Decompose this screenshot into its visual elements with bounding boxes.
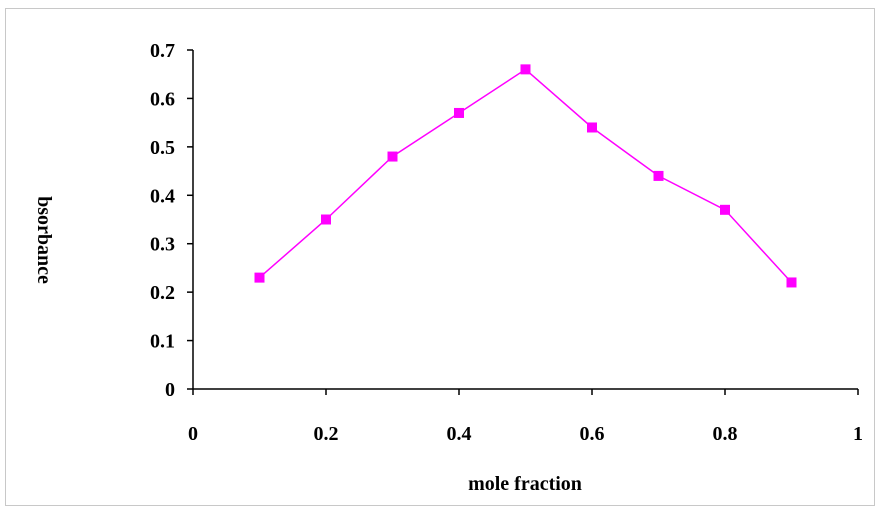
x-axis-title: mole fraction [468,473,582,495]
data-point [587,122,597,133]
data-point [786,277,797,288]
data-point [387,151,398,162]
y-tick-label: 0.7 [150,40,175,62]
x-tick-label: 0.4 [447,423,472,445]
y-tick-label: 0 [165,379,175,401]
data-point [520,64,531,75]
data-point [454,107,464,118]
x-tick-label: 0.8 [713,423,738,445]
y-tick-label: 0.4 [150,185,175,207]
y-tick-label: 0.5 [150,137,175,159]
y-tick-label: 0.6 [150,88,175,110]
x-tick-label: 0.6 [580,423,605,445]
data-point [321,214,331,225]
y-tick-label: 0.3 [150,234,175,256]
data-point [653,170,664,181]
chart-border [5,8,875,506]
x-tick-label: 0.2 [314,423,339,445]
x-tick-label: 1 [853,423,863,445]
data-point [254,272,265,283]
y-axis-title: bsorbance [33,196,55,284]
y-tick-label: 0.1 [150,331,175,353]
y-tick-label: 0.2 [150,282,175,304]
data-point [720,204,730,215]
x-tick-label: 0 [188,423,198,445]
